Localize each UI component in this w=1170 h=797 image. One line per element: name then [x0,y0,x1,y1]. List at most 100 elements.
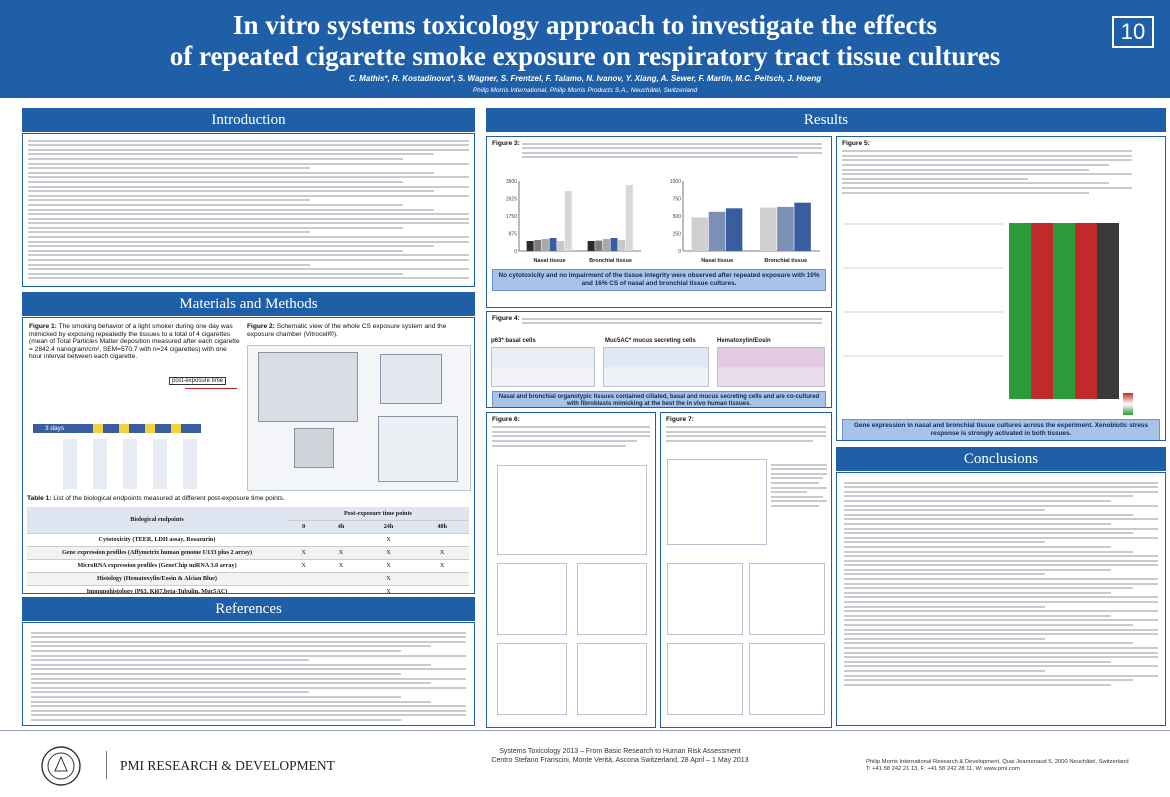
figure7b-scatter-1 [667,563,743,635]
table1-mark: X [287,559,321,573]
table1-header-times: Post-exposure time points [287,507,469,521]
table1-mark: X [361,533,416,547]
y-tick-label: 1750 [506,214,517,220]
figure1-timeline-bar [33,424,201,433]
figure7a-scatter [667,459,767,545]
table1-mark [320,533,362,547]
bar [610,238,618,251]
figure7b-scatter-2 [749,563,825,635]
figure1-label: Figure 1: [29,323,57,330]
figure5-conclusion-callout: Gene expression in nasal and bronchial t… [842,419,1160,440]
table1-caption-text: List of the biological endpoints measure… [53,495,285,502]
poster-title-line-1: In vitro systems toxicology approach to … [233,10,937,40]
x-tick-label: Bronchial tissue [589,258,632,264]
table1-label: Table 1: [27,495,52,502]
bar [526,241,534,251]
figure4-panel-b-label: Muc5AC* mucus secreting cells [605,338,696,344]
y-tick-label: 0 [514,249,517,255]
figure5b-heatmap [1009,223,1119,399]
figure5-caption-placeholder [842,148,1132,197]
figure7b-scatter-4 [749,643,825,715]
figure2-caption-text: Schematic view of the whole CS exposure … [247,323,447,338]
bar [557,241,565,251]
bar [794,202,811,251]
table1-endpoint-name: Histology (Hematoxylin/Eosin & Alcian Bl… [27,572,287,586]
table1-mark: X [361,585,416,593]
figure5-label: Figure 5: [842,140,870,147]
figure1-caption-text: The smoking behavior of a light smoker d… [29,323,240,361]
y-tick-label: 0 [678,249,681,255]
figure7b-scatter-3 [667,643,743,715]
pmi-brand: PMI RESEARCH & DEVELOPMENT [120,758,335,773]
figure4-label: Figure 4: [492,315,520,322]
methods-header: Materials and Methods [22,292,475,316]
conclusions-header: Conclusions [836,447,1166,471]
x-tick-label: Nasal tissue [533,258,565,264]
address-line-2: T: +41 58 242 21 13, F: +41 58 242 28 11… [866,766,1020,772]
y-tick-label: 2625 [506,197,517,203]
figure3-caption-placeholder [521,140,822,161]
bar [618,240,626,251]
figure6b-scatter-2 [577,563,647,635]
table1-mark [287,533,321,547]
figure4-panel: Figure 4: p63* basal cells Muc5AC* mucus… [486,311,832,408]
table1-mark: X [361,559,416,573]
bar [541,239,549,251]
figure6-caption: Figure 6: [492,416,650,447]
figure4-panel-a-label: p63* basal cells [491,338,536,344]
table1-time-4h: 4h [320,520,362,534]
table1-time-0: 0 [287,520,321,534]
table-row: Immunohistology (P63, Ki67,beta-Tubulin,… [27,585,469,593]
figure7-caption-placeholder [666,426,826,442]
y-tick-label: 750 [673,197,682,203]
table1-time-24h: 24h [361,520,416,534]
references-body [22,622,475,726]
conference-info: Systems Toxicology 2013 – From Basic Res… [470,747,770,765]
table1-mark [320,585,362,593]
figure3-label: Figure 3: [492,140,520,147]
conference-line-2: Centro Stefano Franscini, Monte Verità, … [491,757,749,764]
poster-authors: C. Mathis*, R. Kostadinova*, S. Wagner, … [348,74,822,83]
footer-separator [106,751,107,779]
table1-mark [415,585,469,593]
figure2-exposure-system-photo [258,352,358,422]
introduction-text-placeholder [28,139,469,280]
results-header: Results [486,108,1166,132]
endpoints-table: Biological endpoints Post-exposure time … [27,507,469,593]
figure4-caption-placeholder [521,315,822,327]
poster-title-line-2: of repeated cigarette smoke exposure on … [169,41,1001,71]
poster-footer: PMI RESEARCH & DEVELOPMENT Systems Toxic… [0,730,1170,797]
figure1-cigarette-1 [93,424,103,433]
y-tick-label: 500 [673,214,682,220]
table1-mark: X [287,546,321,560]
figure1-cigarette-2 [119,424,129,433]
figure6-caption-placeholder [492,426,650,447]
table1-mark: X [415,559,469,573]
table1-caption: Table 1: List of the biological endpoint… [27,495,467,503]
table1-header-row: Biological endpoints Post-exposure time … [27,507,469,534]
figure4-conclusion-callout: Nasal and bronchial organotypic tissues … [492,391,826,407]
figure4-p63-image [491,347,595,387]
references-text-placeholder [31,631,466,721]
bar [708,211,726,251]
poster-number-badge: 10 [1112,16,1154,48]
table1-mark [287,585,321,593]
figure2-insert-diagram [378,416,458,482]
bar [564,191,572,251]
figure1-caption: Figure 1: The smoking behavior of a ligh… [29,323,241,361]
figure7-panel: Figure 7: [660,412,832,728]
bar [777,206,794,251]
bar [625,185,633,251]
figure6-panel: Figure 6: [486,412,656,728]
figure2-caption: Figure 2: Schematic view of the whole CS… [247,323,469,338]
figure1-lane-labels [47,439,197,489]
bar [534,240,542,251]
table1: Biological endpoints Post-exposure time … [27,507,469,593]
table1-mark: X [320,546,362,560]
table1-endpoint-name: Immunohistology (P63, Ki67,beta-Tubulin,… [27,585,287,593]
figure3b-teer-chart: 0 250 500 750 1000 Nasal tissue Bronchial tiss… [670,179,820,264]
y-tick-label: 875 [509,232,518,238]
y-tick-label: 1000 [670,179,681,185]
figure1-exposure-label: post-exposure time [169,377,227,385]
figure2-label: Figure 2: [247,323,275,330]
